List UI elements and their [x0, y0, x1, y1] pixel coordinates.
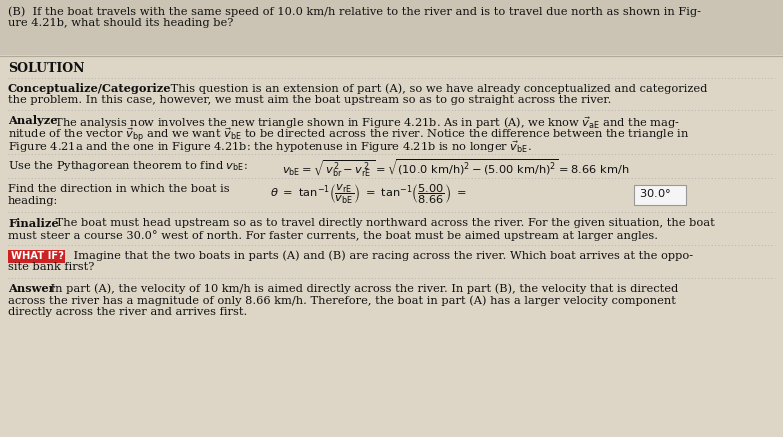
Text: directly across the river and arrives first.: directly across the river and arrives fi… [8, 307, 247, 317]
Text: (B)  If the boat travels with the same speed of 10.0 km/h relative to the river : (B) If the boat travels with the same sp… [8, 6, 701, 17]
Text: $\theta\ =\ \tan^{-1}\!\left(\dfrac{v_{\rm rE}}{v_{\rm bE}}\right)\ =\ \tan^{-1}: $\theta\ =\ \tan^{-1}\!\left(\dfrac{v_{\… [270, 182, 467, 205]
Text: site bank first?: site bank first? [8, 262, 95, 272]
Text: In part (A), the velocity of 10 km/h is aimed directly across the river. In part: In part (A), the velocity of 10 km/h is … [47, 283, 678, 294]
Text: The boat must head upstream so as to travel directly northward across the river.: The boat must head upstream so as to tra… [52, 218, 715, 228]
Text: across the river has a magnitude of only 8.66 km/h. Therefore, the boat in part : across the river has a magnitude of only… [8, 295, 676, 305]
Bar [634, 185, 686, 205]
Text: Use the Pythagorean theorem to find $v_{\rm bE}$:: Use the Pythagorean theorem to find $v_{… [8, 159, 247, 173]
Text: This question is an extension of part (A), so we have already conceptualized and: This question is an extension of part (A… [167, 83, 707, 94]
Text: Analyze: Analyze [8, 115, 57, 126]
Text: Find the direction in which the boat is: Find the direction in which the boat is [8, 184, 229, 194]
Text: must steer a course 30.0° west of north. For faster currents, the boat must be a: must steer a course 30.0° west of north.… [8, 230, 658, 241]
Text: Imagine that the two boats in parts (A) and (B) are racing across the river. Whi: Imagine that the two boats in parts (A) … [70, 250, 693, 260]
Text: SOLUTION: SOLUTION [8, 62, 85, 75]
Text: The analysis now involves the new triangle shown in Figure 4.21b. As in part (A): The analysis now involves the new triang… [51, 115, 680, 131]
Text: the problem. In this case, however, we must aim the boat upstream so as to go st: the problem. In this case, however, we m… [8, 95, 612, 105]
Text: Finalize: Finalize [8, 218, 59, 229]
Text: Conceptualize/Categorize: Conceptualize/Categorize [8, 83, 171, 94]
Text: nitude of the vector $\vec{v}_{\rm bp}$ and we want $\vec{v}_{\rm bE}$ to be dir: nitude of the vector $\vec{v}_{\rm bp}$ … [8, 127, 689, 145]
Text: ure 4.21b, what should its heading be?: ure 4.21b, what should its heading be? [8, 18, 233, 28]
Text: heading:: heading: [8, 196, 58, 206]
Text: $v_{\rm bE} = \sqrt{\,v_{\rm br}^{\,2} - v_{\rm rE}^{\,2}\,} = \sqrt{(10.0\ \rm : $v_{\rm bE} = \sqrt{\,v_{\rm br}^{\,2} -… [282, 158, 630, 179]
Text: $30.0°$: $30.0°$ [639, 187, 671, 199]
Text: WHAT IF?: WHAT IF? [11, 251, 64, 261]
Bar [0, 0, 783, 55]
Bar [8, 250, 65, 263]
Text: Figure 4.21a and the one in Figure 4.21b: the hypotenuse in Figure 4.21b is no l: Figure 4.21a and the one in Figure 4.21b… [8, 139, 532, 155]
Text: Answer: Answer [8, 283, 55, 294]
